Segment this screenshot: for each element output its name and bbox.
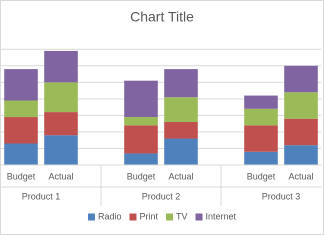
bar-segment bbox=[44, 112, 78, 136]
bar-segment bbox=[164, 97, 198, 123]
x-tick-label: Budget bbox=[7, 171, 36, 181]
x-tick-label: Budget bbox=[247, 171, 276, 181]
legend-swatch bbox=[129, 213, 137, 221]
legend-swatch bbox=[87, 213, 95, 221]
bar-segment bbox=[44, 82, 78, 113]
bar-segment bbox=[124, 80, 158, 118]
legend-label: Print bbox=[139, 211, 158, 221]
group-label: Product 3 bbox=[262, 191, 301, 201]
group-label: Product 2 bbox=[142, 191, 181, 201]
bar-segment bbox=[4, 100, 38, 118]
bar-segment bbox=[44, 50, 78, 83]
bar-segment bbox=[284, 65, 318, 93]
bar-segment bbox=[44, 135, 78, 165]
bar-segment bbox=[284, 92, 318, 119]
x-tick-label: Actual bbox=[168, 171, 193, 181]
legend-label: Internet bbox=[206, 211, 237, 221]
legend-swatch bbox=[195, 213, 203, 221]
x-tick-label: Actual bbox=[48, 171, 73, 181]
group-label: Product 1 bbox=[22, 191, 61, 201]
x-tick-label: Budget bbox=[127, 171, 156, 181]
bar-segment bbox=[124, 153, 158, 165]
legend-swatch bbox=[165, 213, 173, 221]
bar-segment bbox=[124, 117, 158, 126]
bar-segment bbox=[284, 118, 318, 146]
legend-label: TV bbox=[176, 211, 188, 221]
bar-segment bbox=[284, 145, 318, 165]
bar-segment bbox=[244, 151, 278, 165]
chart: Chart Title Budget Actual Budget Actual Budg… bbox=[0, 0, 324, 235]
bar-segment bbox=[164, 69, 198, 98]
bar-segment bbox=[4, 69, 38, 101]
bar-segment bbox=[244, 108, 278, 126]
x-tick-label: Actual bbox=[288, 171, 313, 181]
legend-label: Radio bbox=[98, 211, 122, 221]
chart-title: Chart Title bbox=[130, 9, 194, 25]
bar-segment bbox=[4, 117, 38, 144]
bar-segment bbox=[244, 95, 278, 109]
bar-segment bbox=[164, 122, 198, 139]
bar-segment bbox=[124, 125, 158, 154]
bar-segment bbox=[4, 143, 38, 165]
bar-segment bbox=[244, 125, 278, 152]
bar-segment bbox=[164, 138, 198, 165]
